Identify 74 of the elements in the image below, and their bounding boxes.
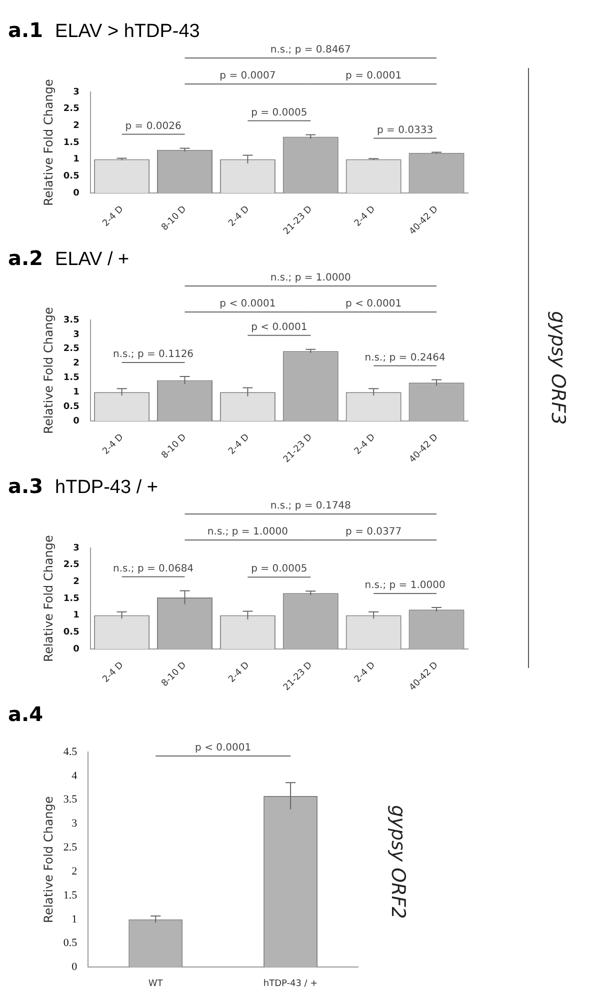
y-tick-label: 3 <box>73 87 80 98</box>
annotation: p = 0.0005 <box>251 564 308 575</box>
y-tick-label: 3 <box>73 543 80 554</box>
x-tick-label: 2-4 D <box>227 660 252 685</box>
y-axis-title: Relative Fold Change <box>41 79 56 206</box>
y-tick-label: 1.5 <box>63 373 80 384</box>
y-tick-label: 4 <box>72 770 78 782</box>
y-tick-label: 1.5 <box>63 889 78 902</box>
y-tick-label: 0.5 <box>63 937 78 950</box>
x-tick-label: 2-4 D <box>227 432 252 457</box>
annotation: p < 0.0001 <box>251 322 308 334</box>
y-tick-label: 3.5 <box>63 315 80 326</box>
text: gypsy ORF3 <box>547 311 569 425</box>
y-tick-label: 3.5 <box>63 794 78 806</box>
y-tick-label: 1 <box>73 154 80 165</box>
chart-title: a.4 <box>8 702 44 726</box>
text: gypsy ORF2 <box>387 805 409 919</box>
y-tick-label: 1.5 <box>63 138 80 148</box>
y-tick-label: 2 <box>73 120 80 131</box>
y-tick-label: 4.5 <box>63 746 78 758</box>
annotation: p = 0.0026 <box>125 120 182 132</box>
text: n.s.; p = 0.1748 <box>270 500 351 512</box>
x-tick-label: 2-4 D <box>101 432 126 457</box>
y-tick-label: 0 <box>73 644 80 654</box>
y-axis-title: Relative Fold Change <box>41 796 56 923</box>
text: p < 0.0001 <box>220 298 276 310</box>
x-tick-label: 2-4 D <box>101 204 126 229</box>
y-tick-label: 2 <box>73 358 80 369</box>
text: p < 0.0001 <box>346 298 402 310</box>
annotation: n.s.; p = 0.0684 <box>113 563 194 574</box>
y-tick-label: 2.5 <box>63 842 78 854</box>
y-tick-label: 1.5 <box>63 594 80 604</box>
x-tick-label: 2-4 D <box>227 204 252 229</box>
y-tick-label: 0 <box>73 416 80 426</box>
x-tick-label: 2-4 D <box>352 432 378 457</box>
y-tick-label: 2.5 <box>63 560 80 570</box>
x-tick-label: 2-4 D <box>352 204 378 229</box>
annotation: p = 0.0333 <box>377 124 434 136</box>
chart-subtitle: ELAV / + <box>55 249 130 271</box>
text: p = 0.0377 <box>346 526 402 538</box>
annotation: n.s.; p = 1.0000 <box>364 580 446 592</box>
y-tick-label: 2.5 <box>63 344 80 354</box>
y-tick-label: 0.5 <box>63 402 80 412</box>
text: n.s.; p = 1.0000 <box>207 526 288 538</box>
x-tick-label: 2-4 D <box>352 660 378 685</box>
annotation: n.s.; p = 0.1126 <box>113 349 194 360</box>
y-tick-label: 2 <box>73 576 80 587</box>
chart-title: a.1 <box>8 18 44 42</box>
y-tick-label: 3 <box>73 330 80 340</box>
x-tick-label: 2-4 D <box>101 660 126 685</box>
annotation: p = 0.0005 <box>251 107 308 118</box>
y-tick-label: 0 <box>73 188 80 198</box>
annotation: p < 0.0001 <box>195 742 252 754</box>
y-tick-label: 2.5 <box>63 104 80 114</box>
text: n.s.; p = 1.0000 <box>270 272 351 284</box>
y-tick-label: 0.5 <box>63 627 80 638</box>
x-tick-label: WT <box>148 978 164 989</box>
annotation: n.s.; p = 0.2464 <box>364 352 446 364</box>
y-axis-title: Relative Fold Change <box>41 535 56 662</box>
chart-title: a.3 <box>8 474 44 498</box>
y-tick-label: 1 <box>72 913 78 926</box>
y-axis-title: Relative Fold Change <box>41 307 56 434</box>
text: n.s.; p = 0.8467 <box>270 44 351 56</box>
y-tick-label: 3 <box>72 818 78 830</box>
y-tick-label: 2 <box>72 865 78 878</box>
text: p = 0.0001 <box>346 70 402 82</box>
chart-title: a.2 <box>8 246 44 270</box>
chart-subtitle: ELAV > hTDP-43 <box>55 21 200 43</box>
y-tick-label: 1 <box>73 387 80 398</box>
y-tick-label: 0 <box>72 961 78 974</box>
text: p = 0.0007 <box>220 70 276 82</box>
y-tick-label: 0.5 <box>63 171 80 182</box>
y-tick-label: 1 <box>73 610 80 621</box>
chart-subtitle: hTDP-43 / + <box>55 477 158 499</box>
